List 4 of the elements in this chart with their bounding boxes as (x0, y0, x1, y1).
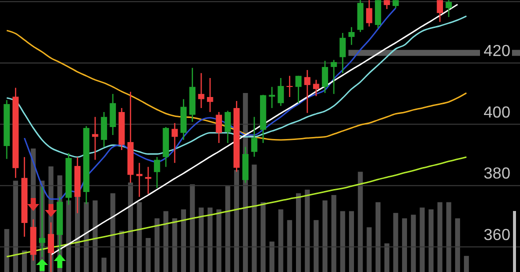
y-tick-label: 420 (484, 42, 510, 60)
y-tick-label: 360 (484, 226, 510, 244)
y-tick-label: 400 (484, 104, 510, 122)
y-tick-label: 380 (484, 166, 510, 183)
